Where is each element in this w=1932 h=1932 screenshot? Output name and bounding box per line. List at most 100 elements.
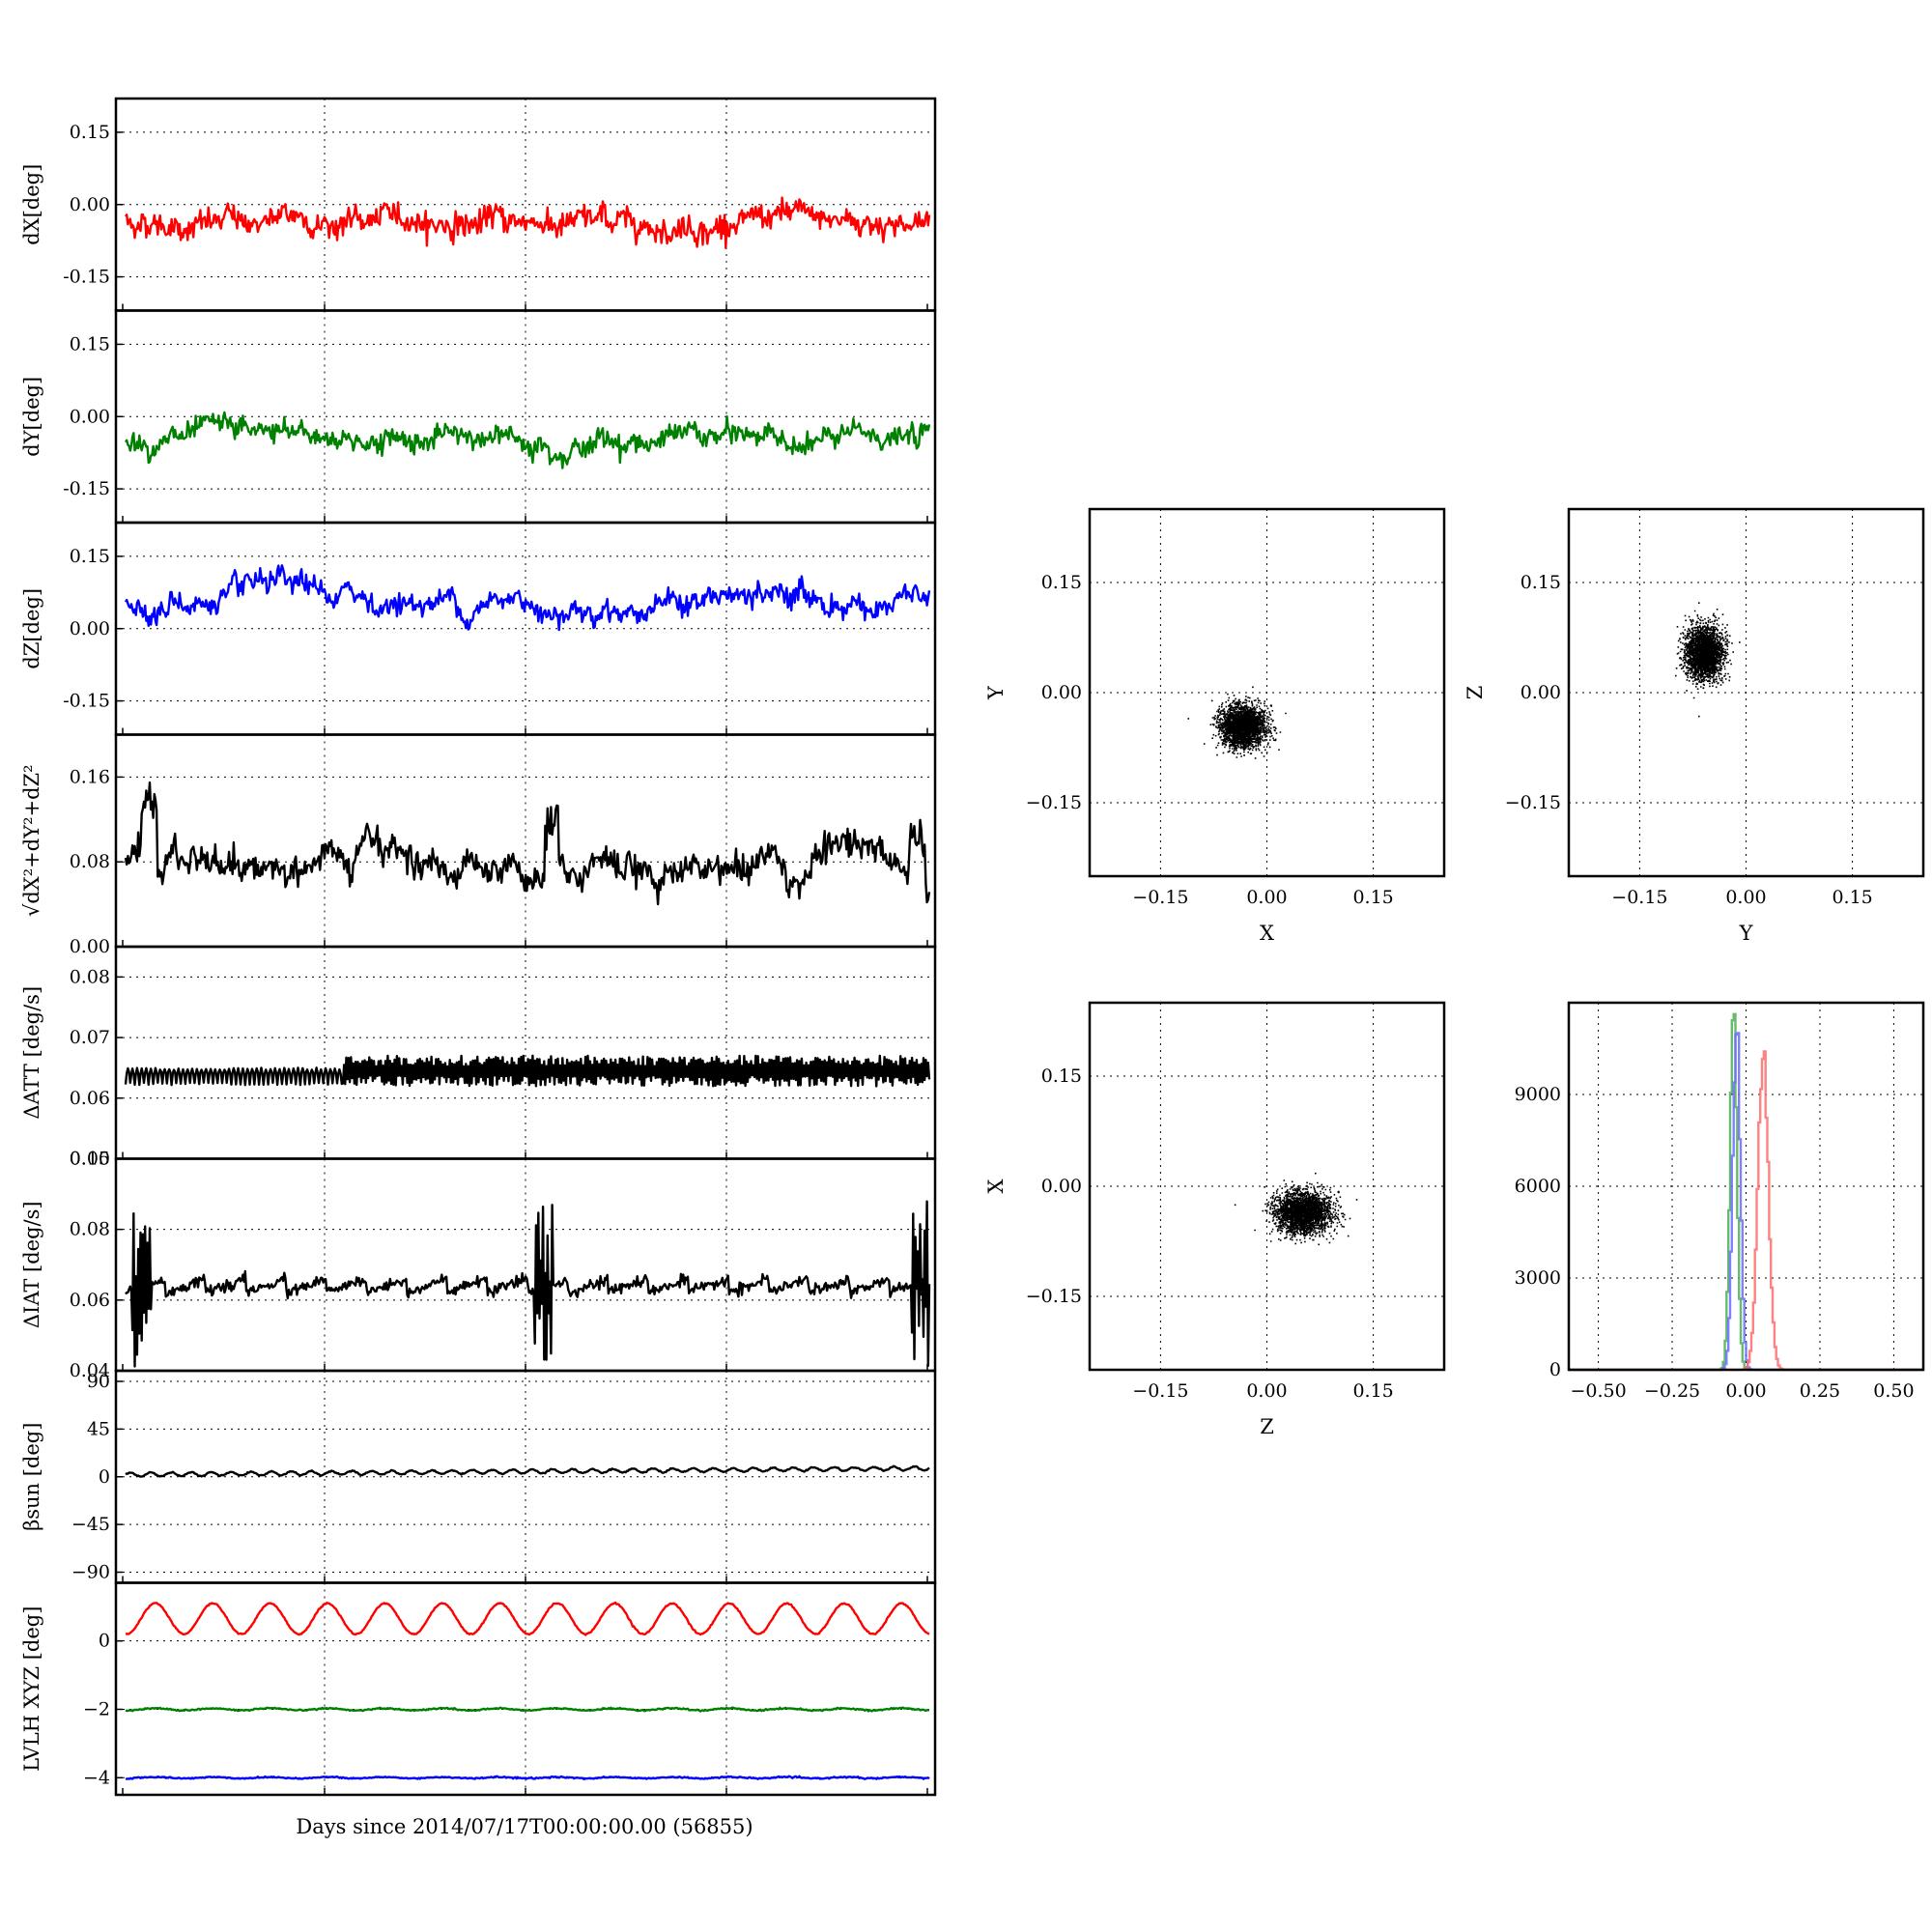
y-axis-label: ΔIAT [deg/s] — [20, 1201, 43, 1328]
series-line-dZ — [124, 564, 931, 632]
x-tick-label: 0.15 — [1352, 1380, 1393, 1402]
ts-panel-3: 0.16 0.08 0.00 √dX²+dY²+dZ² — [20, 733, 937, 957]
y-tick-label: 0.00 — [70, 936, 110, 957]
y-tick-label: 0.15 — [70, 546, 110, 567]
y-tick-label: -0.15 — [63, 691, 110, 712]
ts-panel-2: 0.15 0.00 -0.15 dZ[deg] — [20, 521, 937, 736]
y-tick-label: 0.15 — [1520, 572, 1561, 593]
y-tick-label: −0.15 — [1026, 792, 1082, 813]
y-tick-label: 0.07 — [70, 1027, 110, 1048]
series-line-beta — [125, 1464, 930, 1478]
y-axis-label: X — [984, 1179, 1008, 1193]
y-tick-label: 0.10 — [70, 1149, 110, 1170]
ts-panel-5: 0.10 0.08 0.06 0.04 ΔIAT [deg/s] — [20, 1149, 937, 1381]
series-line-Z — [125, 1775, 930, 1781]
hist-series-dX — [1569, 1032, 1923, 1372]
y-axis-label: dX[deg] — [20, 164, 43, 245]
y-tick-label: 0 — [99, 1466, 110, 1488]
x-tick-label: 0.00 — [1725, 887, 1766, 908]
panel-frame — [114, 1581, 937, 1797]
y-tick-label: 0.06 — [70, 1088, 110, 1109]
hist-series-dY — [1569, 1012, 1923, 1372]
y-tick-label: −0.15 — [1505, 792, 1561, 813]
scatter-points — [1675, 602, 1741, 718]
panel-frame — [1567, 507, 1925, 878]
time-series-panels: 0.15 0.00 -0.15 dX[deg] 0.15 0.00 -0.15 dY[deg]… — [20, 97, 937, 1797]
series-line-norm — [124, 781, 931, 906]
y-tick-label: 3000 — [1515, 1267, 1561, 1289]
ts-panel-4: 0.08 0.07 0.06 0.05 ΔATT [deg/s] — [20, 945, 937, 1170]
panel-frame — [1088, 1001, 1446, 1372]
y-tick-label: -0.15 — [63, 478, 110, 499]
x-tick-label: −0.15 — [1132, 1380, 1188, 1402]
y-axis-label: Z — [1463, 686, 1487, 700]
series-line-X — [125, 1601, 930, 1636]
histogram-panel: −0.50 −0.25 0.00 0.25 0.50 9000 6000 3000 0 — [1515, 1001, 1925, 1402]
x-tick-label: −0.25 — [1644, 1380, 1700, 1402]
x-tick-label: 0.00 — [1246, 1380, 1287, 1402]
panel-frame — [114, 733, 937, 949]
series-line-dX — [125, 196, 931, 249]
scatter-panel-yz: −0.15 0.00 0.15 0.15 0.00 −0.15 Y Z — [1463, 507, 1925, 945]
y-axis-label: LVLH XYZ [deg] — [20, 1606, 43, 1772]
y-tick-label: 0 — [1549, 1359, 1561, 1380]
x-axis-label: Z — [1260, 1415, 1274, 1438]
y-tick-label: 0.15 — [1041, 1065, 1082, 1087]
y-tick-label: 0.00 — [70, 406, 110, 427]
panel-frame — [114, 1157, 937, 1373]
panel-frame — [1567, 1001, 1925, 1372]
y-tick-label: −4 — [83, 1767, 110, 1788]
y-tick-label: −0.15 — [1026, 1286, 1082, 1307]
scatter-points — [1234, 1172, 1358, 1246]
y-tick-label: 6000 — [1515, 1176, 1561, 1197]
y-tick-label: −45 — [71, 1514, 110, 1535]
y-tick-label: 0.00 — [1041, 1176, 1082, 1197]
right-panels: −0.15 0.00 0.15 0.15 0.00 −0.15 X Y −0.15 0.00 0.1… — [984, 507, 1925, 1438]
y-tick-label: 0.05 — [70, 1149, 110, 1170]
x-tick-label: −0.15 — [1132, 887, 1188, 908]
x-tick-label: −0.15 — [1611, 887, 1667, 908]
x-axis-label: X — [1260, 922, 1274, 945]
series-line-Y — [125, 1706, 929, 1713]
y-tick-label: 9000 — [1515, 1084, 1561, 1105]
y-tick-label: 0.08 — [70, 1219, 110, 1240]
x-tick-label: 0.00 — [1246, 887, 1287, 908]
y-axis-label: dY[deg] — [20, 377, 43, 457]
series-line-dY — [124, 411, 931, 469]
y-tick-label: 0 — [99, 1631, 110, 1652]
y-tick-label: 0.00 — [1520, 682, 1561, 703]
x-axis-label: Y — [1739, 922, 1754, 945]
y-tick-label: 0.08 — [70, 851, 110, 872]
y-tick-label: 90 — [87, 1371, 110, 1392]
y-tick-label: 45 — [87, 1418, 110, 1439]
y-tick-label: 0.06 — [70, 1290, 110, 1311]
y-axis-label: Y — [984, 685, 1008, 700]
y-tick-label: -0.15 — [63, 267, 110, 288]
ts-panel-0: 0.15 0.00 -0.15 dX[deg] — [20, 97, 937, 312]
panel-frame — [1088, 507, 1446, 878]
scatter-panel-xy: −0.15 0.00 0.15 0.15 0.00 −0.15 X Y — [984, 507, 1446, 945]
ts-panel-7: 0 −2 −4 LVLH XYZ [deg] — [20, 1581, 937, 1797]
y-tick-label: 0.00 — [70, 618, 110, 639]
series-line-dATT — [124, 1054, 931, 1088]
series-line-dIAT — [125, 1200, 931, 1368]
y-tick-label: 0.00 — [1041, 682, 1082, 703]
panel-frame — [114, 945, 937, 1160]
y-tick-label: −90 — [71, 1562, 110, 1583]
x-tick-label: 0.50 — [1873, 1380, 1914, 1402]
y-axis-label: dZ[deg] — [20, 588, 43, 669]
scatter-points — [1187, 686, 1287, 759]
x-tick-label: 0.00 — [1725, 1380, 1766, 1402]
figure-xlabel: Days since 2014/07/17T00:00:00.00 (56855… — [296, 1815, 753, 1838]
ts-panel-6: 90 45 0 −45 −90 βsun [deg] — [20, 1369, 937, 1584]
y-axis-label: βsun [deg] — [20, 1423, 43, 1531]
y-tick-label: 0.08 — [70, 966, 110, 987]
y-tick-label: 0.00 — [70, 194, 110, 215]
y-tick-label: 0.04 — [70, 1360, 110, 1381]
x-tick-label: −0.50 — [1570, 1380, 1626, 1402]
scatter-panel-zx: −0.15 0.00 0.15 0.15 0.00 −0.15 Z X — [984, 1001, 1446, 1438]
y-tick-label: 0.15 — [1041, 572, 1082, 593]
y-tick-label: −2 — [83, 1698, 110, 1719]
x-tick-label: 0.15 — [1352, 887, 1393, 908]
